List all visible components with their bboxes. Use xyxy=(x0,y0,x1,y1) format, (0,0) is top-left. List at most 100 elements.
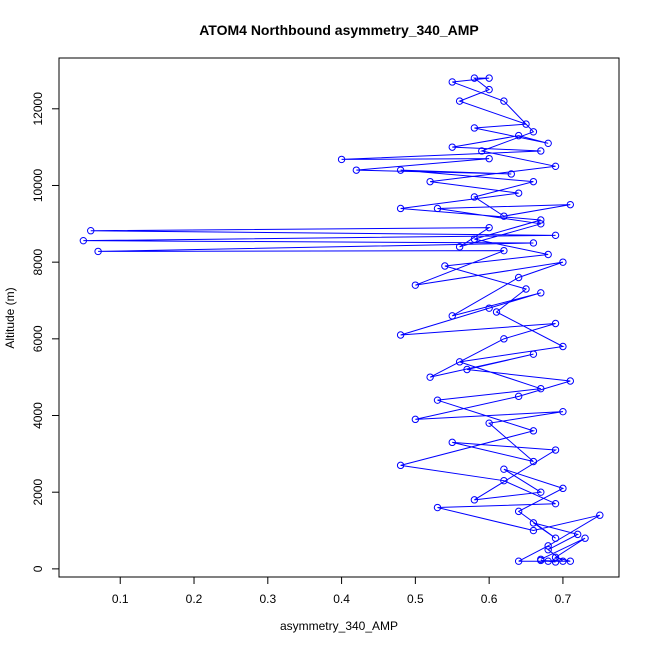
point xyxy=(426,373,434,381)
x-tick-label: 0.6 xyxy=(481,592,498,606)
point xyxy=(522,285,530,293)
point xyxy=(537,384,545,393)
series-line xyxy=(83,77,601,563)
point xyxy=(470,235,479,243)
point xyxy=(551,499,560,508)
point xyxy=(529,128,538,136)
point xyxy=(529,427,538,435)
point xyxy=(529,526,538,535)
point xyxy=(448,78,456,86)
point xyxy=(485,223,493,232)
point xyxy=(529,350,538,358)
point xyxy=(551,558,560,566)
point xyxy=(551,231,560,240)
point xyxy=(500,212,508,220)
point xyxy=(492,308,501,316)
point xyxy=(448,312,456,320)
point xyxy=(544,557,552,565)
point xyxy=(529,177,538,186)
x-axis-label: asymmetry_340_AMP xyxy=(280,619,398,633)
point xyxy=(433,396,442,404)
point xyxy=(529,239,538,247)
point xyxy=(463,365,471,374)
point xyxy=(537,555,545,563)
point xyxy=(433,204,442,213)
y-tick-label: 2000 xyxy=(31,479,45,506)
point xyxy=(448,143,456,151)
point xyxy=(529,519,538,527)
point xyxy=(470,496,479,504)
point xyxy=(544,546,552,554)
point xyxy=(544,139,552,148)
point xyxy=(455,243,464,251)
y-tick-label: 8000 xyxy=(31,248,45,275)
point xyxy=(514,507,523,516)
point xyxy=(500,97,508,105)
point xyxy=(485,74,493,82)
point xyxy=(559,258,567,266)
point xyxy=(551,534,560,542)
x-tick-label: 0.4 xyxy=(333,592,350,606)
point xyxy=(500,335,508,343)
chart-title: ATOM4 Northbound asymmetry_340_AMP xyxy=(199,22,479,38)
point xyxy=(478,147,486,155)
point xyxy=(559,484,567,493)
point xyxy=(522,120,530,128)
point xyxy=(433,503,442,512)
point xyxy=(411,415,420,424)
point xyxy=(566,200,575,209)
point xyxy=(470,124,479,132)
point xyxy=(485,304,493,312)
point xyxy=(566,557,575,565)
point xyxy=(537,220,545,228)
point xyxy=(559,557,567,565)
point xyxy=(485,419,493,427)
point xyxy=(537,289,545,297)
point xyxy=(470,74,479,82)
y-tick-label: 10000 xyxy=(31,168,45,202)
x-tick-label: 0.2 xyxy=(186,592,203,606)
y-tick-label: 6000 xyxy=(31,325,45,352)
point xyxy=(455,97,464,105)
point xyxy=(396,331,405,339)
point xyxy=(79,236,88,245)
y-tick-label: 4000 xyxy=(31,402,45,429)
point xyxy=(352,166,361,174)
point xyxy=(514,131,523,140)
point xyxy=(441,262,449,270)
point xyxy=(426,177,434,186)
point xyxy=(573,530,582,539)
point xyxy=(396,461,405,470)
point xyxy=(514,392,523,401)
point xyxy=(537,147,545,155)
point xyxy=(514,273,523,282)
point xyxy=(500,476,508,485)
x-tick-label: 0.7 xyxy=(555,592,572,606)
point xyxy=(581,534,589,542)
point xyxy=(514,557,523,565)
point xyxy=(485,85,493,94)
point xyxy=(596,511,604,519)
point xyxy=(337,155,346,164)
point xyxy=(500,246,508,255)
point xyxy=(87,227,95,235)
point xyxy=(559,342,567,351)
x-tick-label: 0.1 xyxy=(112,592,129,606)
point xyxy=(500,465,508,473)
point xyxy=(529,457,538,466)
y-tick-label: 0 xyxy=(31,565,45,572)
point xyxy=(551,319,560,328)
point xyxy=(448,438,456,447)
point xyxy=(507,170,515,178)
point xyxy=(559,407,567,416)
point xyxy=(470,193,479,201)
point xyxy=(551,553,560,562)
y-tick-label: 12000 xyxy=(31,92,45,126)
point xyxy=(551,162,560,171)
point xyxy=(551,446,560,454)
y-axis-label: Altitude (m) xyxy=(3,287,17,348)
point xyxy=(514,189,523,197)
point xyxy=(396,166,405,174)
x-tick-label: 0.5 xyxy=(407,592,424,606)
x-tick-label: 0.3 xyxy=(259,592,276,606)
